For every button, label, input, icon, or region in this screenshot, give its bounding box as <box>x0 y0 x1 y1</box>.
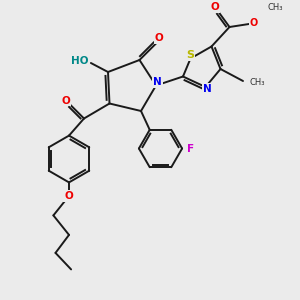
Text: CH₃: CH₃ <box>268 3 283 12</box>
Text: HO: HO <box>71 56 88 67</box>
Text: O: O <box>154 33 164 43</box>
Text: N: N <box>202 84 211 94</box>
Text: O: O <box>61 95 70 106</box>
Text: S: S <box>186 50 194 61</box>
Text: N: N <box>153 77 162 87</box>
Text: CH₃: CH₃ <box>250 78 265 87</box>
Text: F: F <box>187 143 194 154</box>
Text: O: O <box>249 17 258 28</box>
Text: O: O <box>64 191 73 201</box>
Text: O: O <box>210 2 219 12</box>
